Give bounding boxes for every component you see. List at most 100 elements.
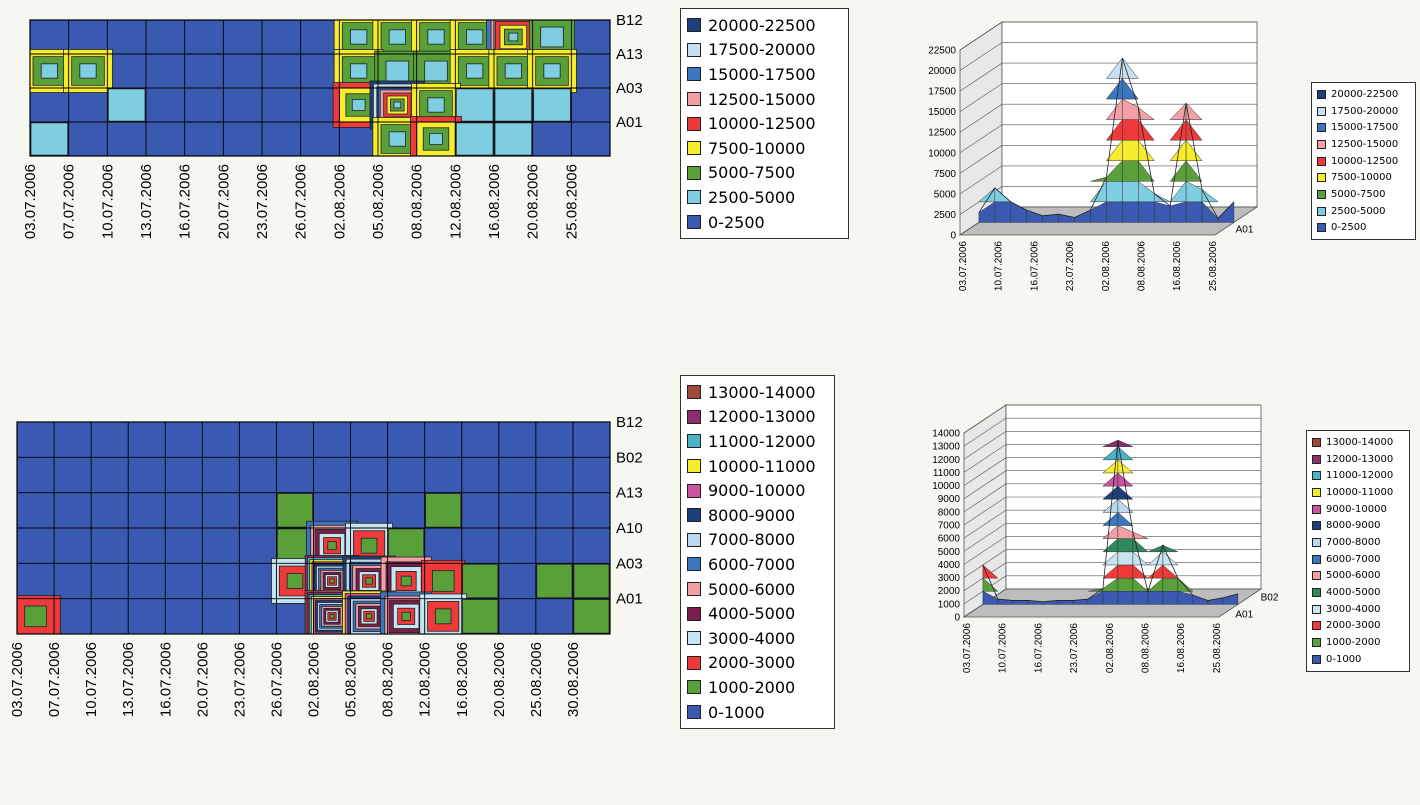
legend-entry: 5000-7500 [1317,186,1410,203]
legend-swatch [1312,604,1321,614]
x-tick-label: 16.07.2006 [1029,241,1040,291]
contour-band [427,601,460,632]
legend-swatch [687,483,701,498]
contour-band [494,122,533,156]
contour-band [329,613,335,619]
x-tick-label: 12.08.2006 [417,642,434,717]
legend-entry: 0-2500 [687,210,842,235]
legend-label: 1000-2000 [1326,637,1381,649]
legend-label: 12500-15000 [708,89,816,109]
legend-entry: 6000-7000 [687,552,828,577]
legend-swatch [1317,223,1326,233]
legend-entry: 13000-14000 [1312,434,1404,451]
contour-band [327,541,337,551]
legend-entry: 20000-22500 [1317,86,1410,103]
legend-swatch [687,459,701,474]
surface-band [1138,118,1155,141]
y-tick-label: 3000 [938,573,961,584]
legend-swatch [1317,139,1326,149]
x-tick-label: 30.08.2006 [565,642,582,717]
y-tick-label: A03 [616,555,643,572]
legend-entry: 10000-12500 [1317,153,1410,170]
contour-band [366,613,373,620]
contour-band [388,131,406,147]
x-tick-label: 12.08.2006 [447,164,464,239]
grid-line [963,536,1261,565]
legend-label: 8000-9000 [708,505,796,525]
x-tick-label: 20.08.2006 [491,642,508,717]
contour-band [573,563,610,599]
surface-band [1117,564,1134,579]
legend-entry: 15000-17500 [687,62,842,87]
legend-entry: 17500-20000 [687,38,842,63]
surface-band [1185,160,1203,182]
grid-line [963,549,1261,578]
legend-label: 20000-22500 [1331,88,1399,100]
y-tick-label: 12500 [928,128,956,139]
y-tick-label: 14000 [932,429,960,440]
x-tick-label: 02.08.2006 [1105,623,1116,673]
contour-band [543,63,561,79]
contour-chart-top-svg: 03.07.2006 07.07.2006 10.07.2006 13.07.2006… [22,12,643,239]
depth-tick-label: B02 [1261,593,1279,604]
contour-band [455,122,494,156]
contour-band [455,88,494,122]
legend-label: 5000-6000 [1326,570,1381,582]
surface-band [1122,160,1139,182]
legend-entry: 2000-3000 [1312,618,1404,635]
y-tick-label: A13 [616,485,643,502]
legend-swatch [687,116,701,131]
legend-swatch [687,141,701,156]
grid-line [963,575,1261,605]
legend-entry: 5000-7500 [687,161,842,186]
surface-band [982,577,999,592]
contour-band [425,493,462,528]
legend-swatch [1317,189,1326,199]
surface-band [1132,551,1149,566]
legend-label: 7000-8000 [1326,536,1381,548]
x-tick-label: 08.08.2006 [1141,623,1152,673]
surface-band [1122,201,1139,223]
surface-band [1122,119,1139,141]
legend-label: 15000-17500 [1331,122,1399,134]
y-tick-label: B02 [616,449,643,466]
y-tick-label: 7500 [934,169,957,180]
legend-swatch [687,92,701,107]
x-tick-label: 03.07.2006 [9,642,26,717]
legend-label: 2500-5000 [1331,205,1386,217]
legend-swatch [1312,521,1321,531]
legend-label: 12500-15000 [1331,138,1399,150]
y-tick-label: A10 [616,520,643,537]
grid-line [963,522,1261,552]
surface-band [1106,201,1123,223]
legend-label: 3000-4000 [708,628,796,648]
x-tick-label: 16.07.2006 [157,642,174,717]
y-tick-label: 5000 [934,189,957,200]
legend-entry: 2500-5000 [687,185,842,210]
contour-band [466,29,484,45]
y-tick-label: 13000 [932,442,960,453]
x-tick-label: 10.07.2006 [994,241,1005,291]
x-tick-label: 26.07.2006 [268,642,285,717]
y-tick-label: 5000 [938,547,961,558]
legend-label: 2000-3000 [708,653,796,673]
depth-tick-label: A01 [1235,609,1253,620]
y-tick-label: A01 [616,114,643,131]
contour-chart-bottom-svg: 03.07.2006 07.07.2006 10.07.2006 13.07.2006… [9,414,643,717]
legend-label: 7500-10000 [1331,172,1392,184]
contour-band [393,101,402,109]
surface-band [1177,577,1194,592]
legend-swatch [687,705,701,720]
legend-label: 12000-13000 [708,407,816,427]
legend-bottom-right: 13000-14000 12000-13000 11000-12000 10000-1… [1306,430,1410,672]
surface-band [994,201,1012,223]
y-tick-label: 15000 [928,107,956,118]
surface-band [1138,201,1155,223]
surface-band [1117,511,1134,526]
legend-swatch [687,532,701,547]
x-tick-label: 16.07.2006 [1033,623,1044,673]
legend-entry: 2000-3000 [687,651,828,676]
surface-band [1122,139,1139,161]
surface-band [1117,538,1134,553]
legend-swatch [687,582,701,597]
